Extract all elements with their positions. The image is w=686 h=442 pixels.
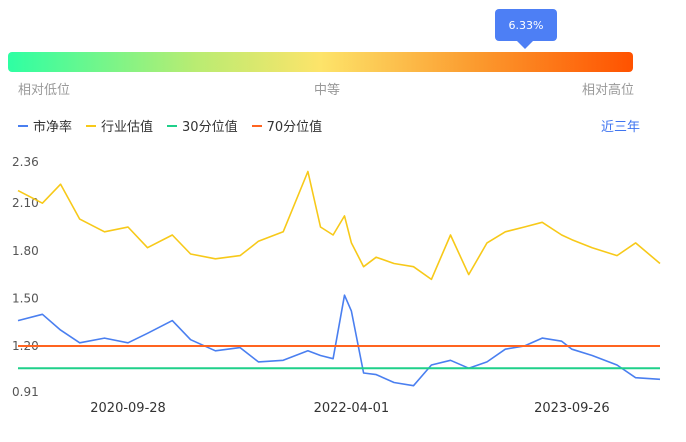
series-line-0 bbox=[17, 294, 661, 387]
x-tick-label: 2023-09-26 bbox=[534, 401, 610, 416]
legend-label: 30分位值 bbox=[182, 120, 238, 135]
legend-item-pb[interactable]: 市净率 bbox=[18, 116, 72, 135]
chart-legend: 市净率 行业估值 30分位值 70分位值 bbox=[18, 116, 322, 135]
legend-item-p70[interactable]: 70分位值 bbox=[251, 116, 323, 135]
valuation-gradient-bar bbox=[8, 52, 633, 72]
series-line-1 bbox=[17, 170, 661, 281]
legend-item-industry[interactable]: 行业估值 bbox=[86, 116, 153, 135]
y-tick-label: 1.80 bbox=[12, 244, 39, 258]
y-tick-label: 0.91 bbox=[12, 385, 39, 399]
percentile-tooltip: 6.33% bbox=[495, 9, 557, 49]
y-tick-label: 1.50 bbox=[12, 291, 39, 305]
legend-label: 市净率 bbox=[33, 120, 73, 135]
x-tick-label: 2022-04-01 bbox=[314, 401, 390, 416]
scale-label-mid: 中等 bbox=[314, 83, 341, 98]
legend-swatch bbox=[167, 124, 178, 127]
percentile-value: 6.33% bbox=[508, 18, 544, 32]
period-selector-button[interactable]: 近三年 bbox=[600, 120, 640, 135]
scale-label-high: 相对高位 bbox=[582, 83, 635, 98]
legend-label: 70分位值 bbox=[266, 120, 323, 135]
legend-label: 行业估值 bbox=[101, 120, 154, 135]
x-tick-label: 2020-09-28 bbox=[90, 401, 166, 416]
legend-item-p30[interactable]: 30分位值 bbox=[167, 116, 238, 135]
legend-swatch bbox=[18, 124, 28, 127]
scale-label-low: 相对低位 bbox=[18, 83, 71, 98]
legend-swatch bbox=[86, 124, 97, 127]
y-tick-label: 2.36 bbox=[12, 155, 39, 169]
y-tick-label: 2.10 bbox=[12, 196, 39, 210]
legend-swatch bbox=[251, 124, 262, 127]
